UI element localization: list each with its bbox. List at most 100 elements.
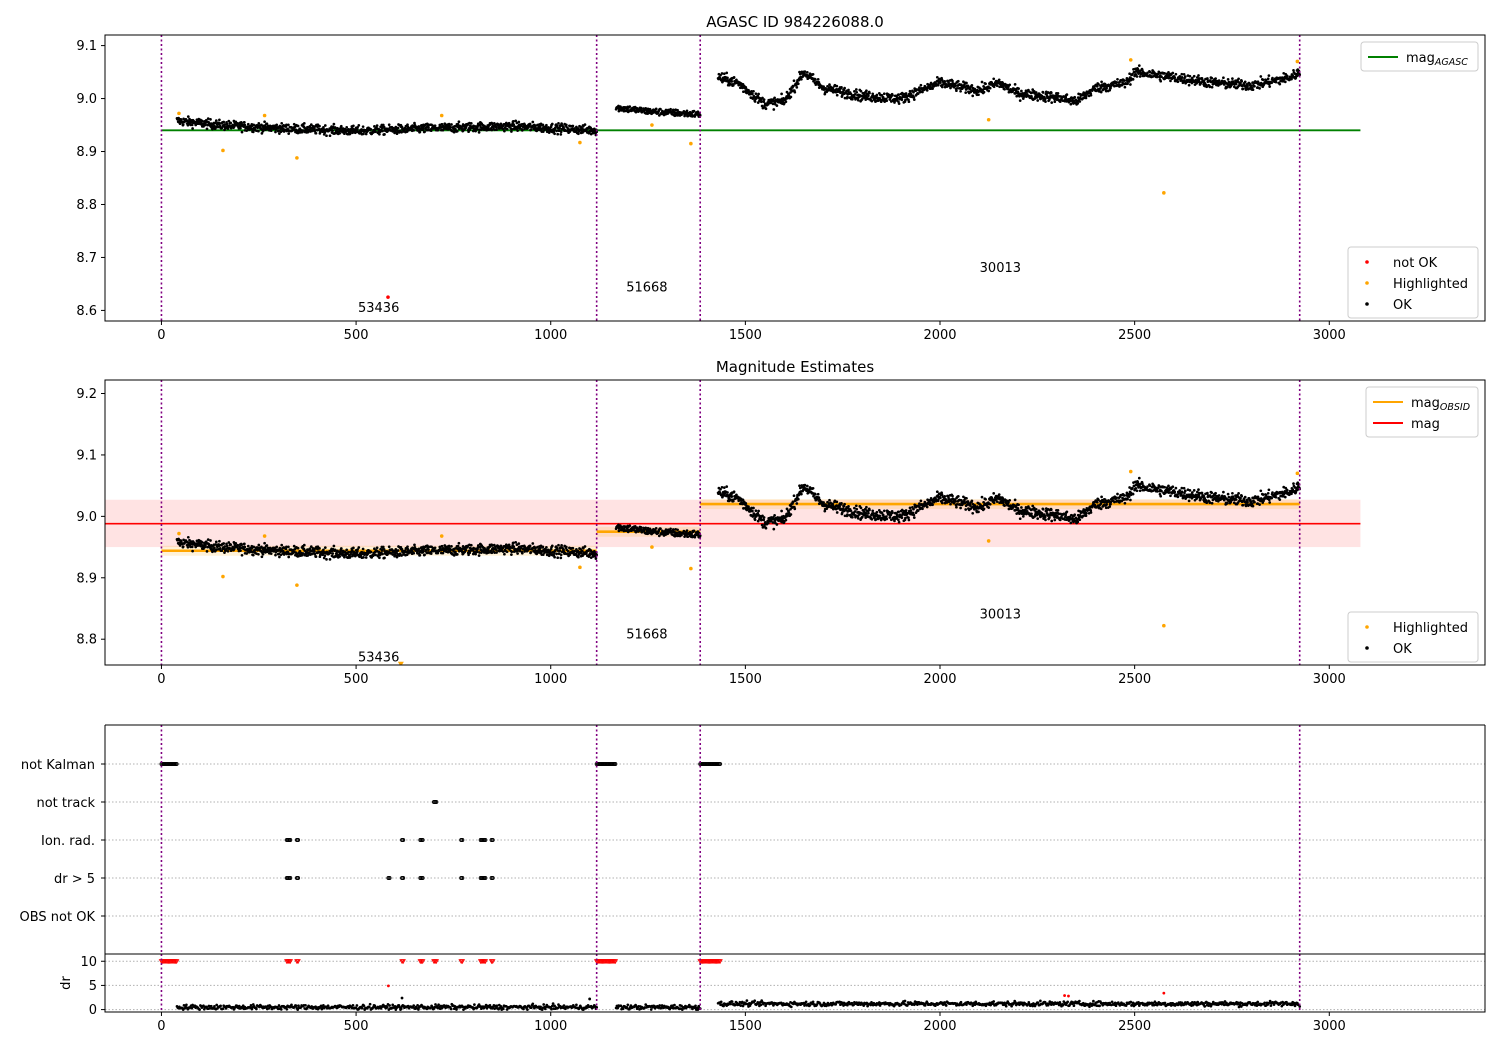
ok-point — [222, 542, 226, 545]
ok-point — [505, 127, 509, 131]
ok-point — [1266, 77, 1270, 81]
ok-point — [682, 109, 686, 113]
ok-point — [847, 505, 850, 508]
ok-point — [1134, 72, 1138, 76]
ok-point — [412, 551, 416, 555]
ok-point — [798, 484, 801, 488]
ok-point — [1160, 75, 1163, 79]
ok-point — [1163, 72, 1166, 75]
ok-point — [333, 548, 337, 552]
ok-point — [577, 132, 580, 136]
x-tick-label: 2000 — [923, 328, 956, 343]
ok-point — [251, 130, 255, 134]
ok-point — [925, 505, 929, 509]
ok-point — [912, 98, 916, 101]
x-tick-label: 3000 — [1313, 328, 1346, 343]
ok-point — [971, 94, 975, 98]
ok-point — [884, 515, 888, 518]
ok-point — [322, 126, 325, 129]
ok-point — [323, 124, 327, 127]
ok-point — [859, 506, 863, 510]
ok-point — [1008, 498, 1012, 502]
ok-point — [260, 132, 264, 135]
ok-point — [1084, 96, 1088, 100]
ok-point — [1128, 72, 1131, 76]
ok-point — [872, 512, 875, 515]
ok-point — [872, 94, 875, 98]
ok-point — [478, 128, 481, 132]
ok-point — [347, 550, 351, 554]
ok-point — [429, 129, 433, 133]
ok-point — [495, 128, 498, 132]
ok-point — [669, 527, 672, 531]
ok-point — [279, 553, 283, 557]
ok-point — [338, 555, 342, 558]
ok-point — [628, 524, 632, 528]
ok-point — [839, 90, 843, 94]
ok-point — [762, 100, 766, 103]
ok-point — [512, 120, 515, 123]
ok-point — [988, 502, 992, 506]
ok-point — [1210, 85, 1214, 89]
ok-point — [955, 86, 959, 90]
ok-point — [558, 549, 562, 553]
ok-point — [520, 129, 524, 132]
ok-point — [843, 96, 847, 100]
ok-point — [725, 485, 729, 488]
ok-point — [1036, 517, 1040, 520]
ok-point — [302, 122, 306, 125]
ok-point — [1174, 72, 1178, 76]
ok-point — [1018, 517, 1022, 521]
ok-point — [240, 121, 243, 125]
ok-point — [773, 96, 776, 100]
ok-point — [421, 127, 425, 130]
ok-point — [762, 98, 766, 101]
ok-point — [732, 490, 736, 494]
ok-point — [964, 91, 968, 94]
ok-point — [577, 555, 580, 559]
ok-point — [829, 85, 832, 89]
ok-point — [456, 544, 460, 548]
ok-point — [1259, 75, 1263, 78]
ok-point — [218, 118, 221, 122]
ok-point — [190, 123, 194, 127]
ok-point — [301, 552, 305, 555]
not-ok-point — [386, 295, 390, 299]
ok-point — [322, 548, 325, 552]
ok-point — [1234, 82, 1238, 86]
ok-point — [505, 550, 509, 554]
ok-point — [246, 544, 250, 548]
ok-point — [374, 553, 377, 557]
ok-point — [583, 545, 587, 548]
ok-point — [987, 506, 991, 509]
ok-point — [940, 85, 944, 89]
ok-point — [1021, 515, 1025, 518]
ok-point — [1076, 102, 1080, 105]
ok-point — [992, 492, 996, 495]
ok-point — [855, 90, 859, 94]
ok-point — [1115, 81, 1119, 84]
ok-point — [478, 123, 482, 127]
ok-point — [234, 541, 238, 545]
ok-point — [318, 124, 321, 128]
ok-point — [814, 78, 817, 81]
ok-point — [284, 547, 288, 551]
ok-point — [726, 491, 729, 494]
ok-point — [744, 85, 748, 89]
ok-point — [949, 502, 952, 506]
ok-point — [816, 492, 820, 496]
ok-point — [545, 123, 548, 127]
ok-point — [795, 86, 799, 89]
ok-point — [1148, 70, 1152, 74]
ok-point — [240, 543, 243, 547]
ok-point — [226, 549, 230, 553]
ok-point — [429, 552, 433, 555]
ok-point — [789, 513, 793, 516]
ok-point — [1296, 74, 1299, 78]
highlighted-point — [177, 111, 181, 116]
highlighted-point — [1128, 58, 1133, 62]
ok-point — [357, 124, 361, 127]
ok-point — [285, 545, 288, 549]
ok-point — [260, 555, 264, 559]
